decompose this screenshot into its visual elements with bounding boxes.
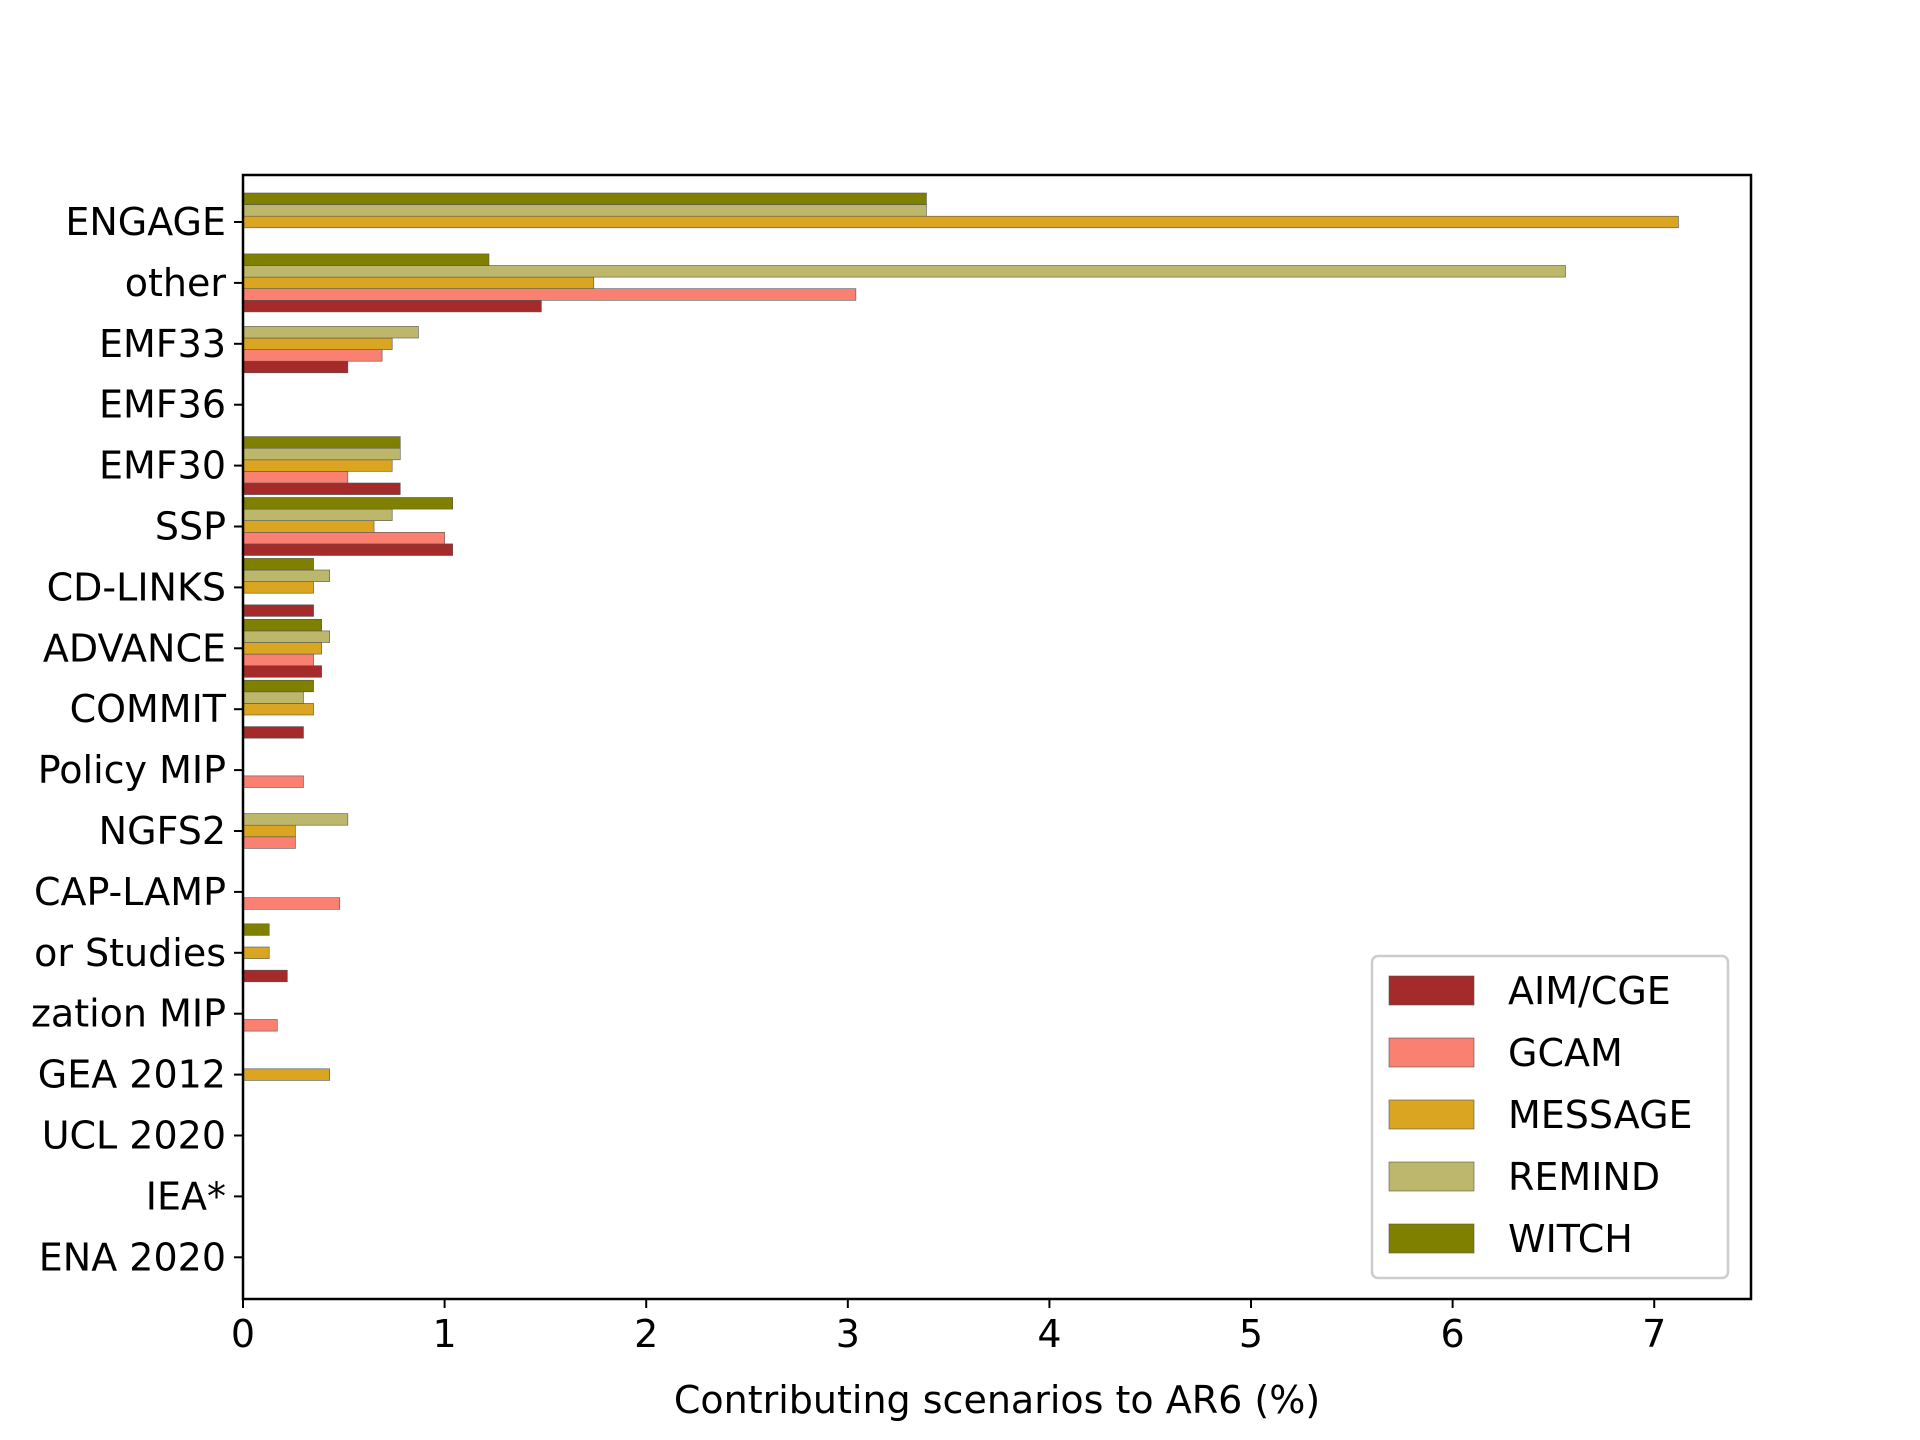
- y-tick-label-engage: ENGAGE: [65, 200, 226, 244]
- bar-aim-cge-emf30: [242, 482, 401, 495]
- bar-gcam-ngfs2: [242, 836, 296, 849]
- x-tick-label: 3: [836, 1312, 860, 1356]
- legend-swatch-aim-cge: [1388, 975, 1475, 1006]
- legend-label-aim-cge: AIM/CGE: [1508, 969, 1671, 1013]
- bar-witch-ssp: [242, 497, 453, 510]
- legend-swatch-gcam: [1388, 1037, 1475, 1068]
- y-tick-label-zation-mip: zation MIP: [31, 992, 226, 1036]
- y-tick-label-cd-links: CD-LINKS: [47, 565, 226, 609]
- y-tick-label-gea-2012: GEA 2012: [38, 1053, 226, 1097]
- bar-aim-cge-other: [242, 299, 542, 313]
- bar-aim-cge-emf33: [242, 360, 349, 374]
- bar-gcam-policy-mip: [242, 775, 304, 788]
- bar-message-other: [242, 276, 595, 290]
- bars-group: [242, 192, 1679, 1081]
- x-tick-label: 2: [634, 1312, 658, 1356]
- y-axis-ticks: ENGAGE other EMF33 EMF36 EMF30 SSP CD-LINKS ADV…: [31, 200, 243, 1279]
- bar-remind-advance: [242, 630, 330, 643]
- plot-frame: [241, 173, 1753, 1301]
- bar-remind-cd-links: [242, 569, 330, 582]
- bar-witch-engage: [242, 192, 927, 205]
- y-tick-label-policy-mip: Policy MIP: [38, 748, 226, 792]
- y-tick-label-advance: ADVANCE: [43, 626, 226, 670]
- bar-witch-or-studies: [242, 923, 270, 936]
- y-tick-label-other: other: [125, 261, 227, 305]
- x-tick-label: 1: [433, 1312, 457, 1356]
- y-tick-label-ena-2020: ENA 2020: [39, 1235, 226, 1279]
- bar-message-or-studies: [242, 946, 270, 959]
- y-tick-label-emf30: EMF30: [99, 444, 226, 488]
- bar-message-ngfs2: [242, 824, 296, 838]
- y-tick-label-ssp: SSP: [155, 505, 226, 549]
- bar-message-emf33: [242, 337, 393, 350]
- bar-gcam-cap-lamp: [242, 897, 341, 910]
- bar-remind-ngfs2: [242, 813, 349, 826]
- x-axis-label: Contributing scenarios to AR6 (%): [674, 1378, 1320, 1422]
- bar-aim-cge-ssp: [242, 543, 453, 556]
- bar-gcam-emf33: [242, 349, 383, 362]
- legend: AIM/CGE GCAM MESSAGE REMIND WITCH: [1370, 954, 1730, 1280]
- bar-remind-other: [242, 265, 1566, 278]
- bar-witch-cd-links: [242, 558, 314, 571]
- y-tick-label-ucl-2020: UCL 2020: [42, 1114, 226, 1158]
- bar-gcam-zation-mip: [242, 1019, 278, 1032]
- x-axis-ticks: 0 1 2 3 4 5 6 7: [231, 1299, 1666, 1356]
- y-tick-label-emf33: EMF33: [99, 322, 226, 366]
- bar-witch-commit: [242, 679, 314, 693]
- bar-message-emf30: [242, 459, 393, 472]
- bar-gcam-advance: [242, 653, 314, 666]
- bar-message-advance: [242, 642, 322, 655]
- x-tick-label: 0: [231, 1312, 255, 1356]
- legend-label-message: MESSAGE: [1508, 1093, 1693, 1137]
- bar-remind-commit: [242, 691, 304, 704]
- bar-gcam-other: [242, 288, 857, 301]
- bar-message-engage: [242, 215, 1679, 229]
- bar-aim-cge-or-studies: [242, 969, 288, 983]
- legend-label-gcam: GCAM: [1508, 1031, 1623, 1075]
- legend-swatch-message: [1388, 1099, 1475, 1130]
- bar-aim-cge-cd-links: [242, 604, 314, 617]
- x-tick-label: 5: [1239, 1312, 1263, 1356]
- bar-witch-advance: [242, 618, 322, 632]
- y-tick-label-ngfs2: NGFS2: [99, 809, 226, 853]
- bar-witch-other: [242, 253, 490, 266]
- bar-remind-emf33: [242, 326, 419, 339]
- x-tick-label: 4: [1037, 1312, 1061, 1356]
- y-tick-label-emf36: EMF36: [99, 383, 226, 427]
- bar-message-gea-2012: [242, 1068, 330, 1081]
- bar-gcam-emf30: [242, 471, 349, 484]
- legend-label-remind: REMIND: [1508, 1155, 1660, 1199]
- bar-remind-ssp: [242, 508, 393, 522]
- y-tick-label-cap-lamp: CAP-LAMP: [34, 870, 226, 914]
- bar-message-commit: [242, 703, 314, 716]
- legend-swatch-remind: [1388, 1161, 1475, 1192]
- bar-remind-emf30: [242, 447, 401, 461]
- y-tick-label-iea: IEA*: [146, 1174, 226, 1218]
- bar-gcam-ssp: [242, 531, 445, 545]
- x-tick-label: 7: [1642, 1312, 1666, 1356]
- bar-aim-cge-advance: [242, 665, 322, 678]
- bar-message-cd-links: [242, 581, 314, 594]
- legend-label-witch: WITCH: [1508, 1217, 1633, 1261]
- bar-witch-emf30: [242, 436, 401, 449]
- y-tick-label-commit: COMMIT: [70, 687, 227, 731]
- x-tick-label: 6: [1441, 1312, 1465, 1356]
- y-tick-label-or-studies: or Studies: [34, 931, 226, 975]
- legend-box: [1370, 954, 1730, 1280]
- bar-remind-engage: [242, 204, 927, 217]
- bar-aim-cge-commit: [242, 726, 304, 739]
- legend-swatch-witch: [1388, 1223, 1475, 1254]
- bar-message-ssp: [242, 520, 375, 533]
